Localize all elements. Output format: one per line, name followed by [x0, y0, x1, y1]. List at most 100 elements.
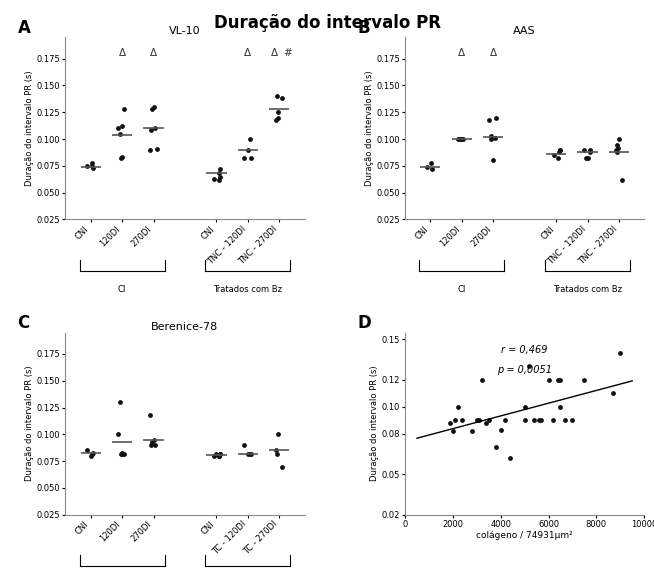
Point — [243, 449, 253, 458]
Point — [87, 449, 97, 458]
Text: C: C — [18, 314, 30, 332]
Point — [453, 402, 463, 411]
Point — [209, 174, 220, 183]
Point — [215, 449, 225, 458]
Point — [145, 411, 155, 420]
Point — [500, 416, 511, 425]
Text: p = 0,0051: p = 0,0051 — [497, 366, 552, 375]
Point — [116, 449, 127, 458]
Point — [611, 148, 622, 157]
Point — [148, 102, 159, 112]
Point — [453, 134, 463, 144]
Text: Δ: Δ — [490, 48, 496, 58]
Point — [152, 144, 162, 153]
Point — [86, 161, 97, 170]
Point — [88, 164, 98, 173]
Point — [245, 154, 256, 163]
Point — [239, 440, 249, 450]
Point — [608, 389, 618, 398]
X-axis label: colágeno / 74931μm²: colágeno / 74931μm² — [476, 531, 573, 541]
Point — [116, 122, 127, 131]
Text: Δ: Δ — [150, 48, 157, 58]
Title: Berenice-78: Berenice-78 — [151, 321, 218, 332]
Point — [519, 402, 530, 411]
Text: Δ: Δ — [458, 48, 465, 58]
Y-axis label: Duração do intervalo PR (s): Duração do intervalo PR (s) — [25, 366, 34, 482]
Point — [211, 449, 221, 458]
Point — [114, 129, 125, 138]
Point — [614, 134, 625, 144]
Point — [553, 375, 563, 384]
Point — [116, 449, 127, 458]
Point — [421, 162, 432, 172]
Text: A: A — [18, 19, 31, 37]
Point — [613, 143, 623, 152]
Point — [88, 448, 98, 457]
Point — [490, 133, 500, 142]
Point — [548, 416, 559, 425]
Point — [476, 375, 487, 384]
Point — [245, 449, 256, 458]
Point — [615, 348, 625, 358]
Point — [146, 105, 157, 114]
Point — [277, 94, 287, 103]
Point — [450, 416, 460, 425]
Point — [243, 145, 253, 154]
Point — [271, 449, 282, 458]
Text: Δ: Δ — [245, 48, 252, 58]
Point — [118, 449, 129, 458]
Point — [87, 158, 97, 167]
Point — [118, 105, 129, 114]
Point — [491, 113, 502, 122]
Point — [245, 134, 255, 144]
Text: Δ: Δ — [271, 48, 278, 58]
Text: Duração do intervalo PR: Duração do intervalo PR — [213, 14, 441, 32]
Point — [82, 446, 92, 455]
Point — [610, 145, 621, 154]
Point — [612, 141, 623, 150]
Text: CI: CI — [458, 285, 466, 294]
Point — [113, 124, 124, 133]
Point — [458, 134, 469, 144]
Point — [456, 134, 466, 144]
Point — [273, 108, 283, 117]
Point — [116, 153, 127, 162]
Point — [273, 113, 284, 122]
Point — [150, 440, 161, 450]
Point — [239, 154, 249, 163]
Point — [484, 115, 494, 124]
Point — [213, 175, 224, 184]
Point — [585, 145, 596, 154]
Point — [146, 126, 156, 135]
Point — [85, 451, 95, 460]
Point — [529, 416, 540, 425]
Point — [555, 145, 565, 154]
Point — [215, 165, 225, 174]
Point — [488, 156, 498, 165]
Point — [474, 416, 485, 425]
Point — [215, 172, 225, 181]
Point — [245, 449, 255, 458]
Point — [426, 158, 436, 167]
Point — [114, 398, 125, 407]
Point — [116, 448, 127, 457]
Point — [213, 451, 224, 460]
Point — [553, 154, 563, 163]
Point — [427, 165, 438, 174]
Point — [505, 454, 515, 463]
Point — [485, 134, 496, 144]
Point — [490, 443, 501, 452]
Point — [150, 124, 161, 133]
Text: r = 0,469: r = 0,469 — [502, 345, 548, 355]
Point — [486, 131, 496, 140]
Point — [519, 416, 530, 425]
Point — [567, 416, 577, 425]
Point — [585, 148, 595, 157]
Point — [579, 375, 590, 384]
Point — [215, 449, 225, 458]
Point — [524, 362, 534, 371]
Point — [271, 92, 282, 101]
Point — [481, 418, 492, 427]
Text: CI: CI — [118, 285, 126, 294]
Text: Tratados com Bz: Tratados com Bz — [553, 285, 622, 294]
